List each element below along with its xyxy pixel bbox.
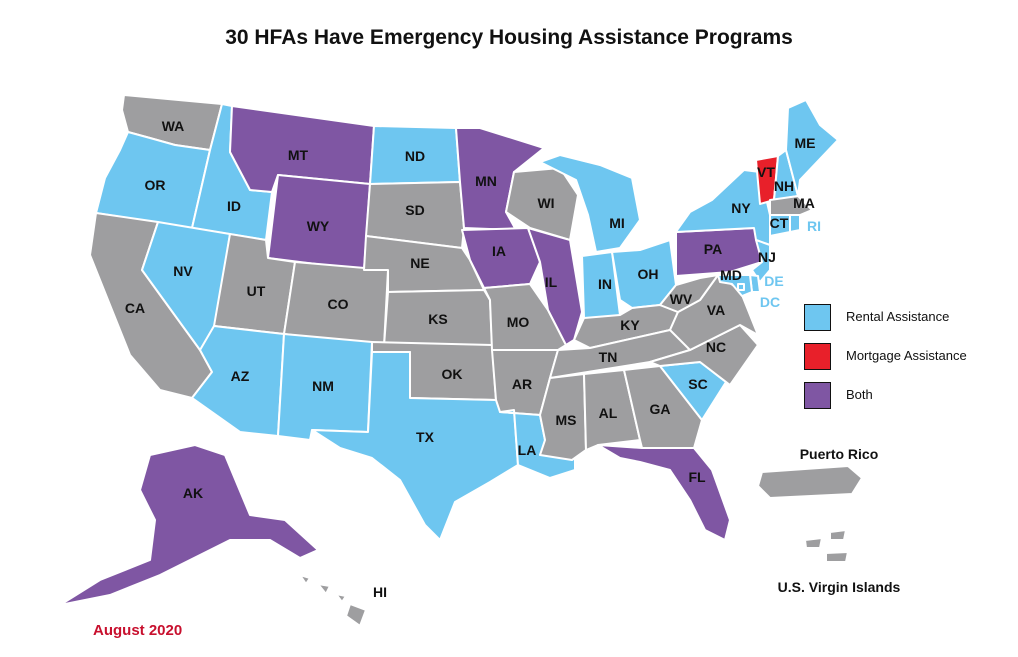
state-label-ME: ME: [795, 135, 816, 151]
state-MA: [769, 195, 813, 216]
state-label-UT: UT: [247, 283, 266, 299]
state-label-GA: GA: [650, 401, 671, 417]
state-label-LA: LA: [518, 442, 537, 458]
state-label-RI: RI: [807, 218, 821, 234]
state-label-WV: WV: [670, 291, 693, 307]
state-PR: [757, 465, 863, 499]
state-label-MT: MT: [288, 147, 309, 163]
state-label-OK: OK: [442, 366, 463, 382]
state-NJ: [751, 239, 771, 283]
state-label-AR: AR: [512, 376, 532, 392]
state-label-TN: TN: [599, 349, 618, 365]
state-label-ND: ND: [405, 148, 425, 164]
state-label-AL: AL: [599, 405, 618, 421]
state-label-WA: WA: [162, 118, 185, 134]
state-AL: [583, 369, 641, 451]
state-label-OH: OH: [638, 266, 659, 282]
label-virgin-islands: U.S. Virgin Islands: [778, 579, 901, 595]
state-labels: WA OR CA ID NV MT WY UT AZ CO NM ND SD N…: [125, 118, 821, 501]
state-label-CT: CT: [770, 215, 789, 231]
state-label-MS: MS: [556, 412, 577, 428]
state-label-WI: WI: [537, 195, 554, 211]
state-label-KS: KS: [428, 311, 447, 327]
legend-label-both: Both: [846, 387, 873, 402]
state-label-MD: MD: [720, 267, 742, 283]
state-HI: [299, 574, 367, 627]
state-label-MI: MI: [609, 215, 625, 231]
state-label-KY: KY: [620, 317, 640, 333]
date-label: August 2020: [93, 622, 183, 639]
state-label-NY: NY: [731, 200, 751, 216]
state-IL: [527, 227, 583, 346]
state-MO: [483, 283, 567, 351]
legend-swatch-rental: [804, 304, 831, 331]
state-label-NC: NC: [706, 339, 726, 355]
state-label-VT: VT: [757, 164, 775, 180]
state-label-NM: NM: [312, 378, 334, 394]
state-label-MN: MN: [475, 173, 497, 189]
label-hawaii: HI: [373, 584, 387, 600]
state-label-NH: NH: [774, 178, 794, 194]
state-label-NE: NE: [410, 255, 429, 271]
state-label-SC: SC: [688, 376, 707, 392]
state-label-TX: TX: [416, 429, 435, 445]
state-ME: [785, 99, 839, 197]
state-SD: [365, 181, 465, 249]
state-label-VA: VA: [707, 302, 725, 318]
state-label-PA: PA: [704, 241, 722, 257]
legend-label-rental: Rental Assistance: [846, 309, 950, 324]
state-label-AZ: AZ: [231, 368, 250, 384]
state-label-DC: DC: [760, 294, 780, 310]
legend-swatch-both: [804, 382, 831, 409]
state-label-FL: FL: [688, 469, 706, 485]
state-AK: [59, 444, 319, 606]
state-label-IA: IA: [492, 243, 506, 259]
state-DC: [737, 283, 745, 291]
state-TX: [311, 351, 519, 541]
state-MI: [539, 154, 641, 253]
state-label-MO: MO: [507, 314, 530, 330]
state-label-ID: ID: [227, 198, 241, 214]
state-label-CA: CA: [125, 300, 145, 316]
state-label-DE: DE: [764, 273, 783, 289]
state-label-SD: SD: [405, 202, 424, 218]
state-label-IL: IL: [545, 274, 558, 290]
state-label-MA: MA: [793, 195, 815, 211]
state-FL: [597, 444, 731, 541]
state-RI: [789, 214, 801, 233]
state-VI: [804, 529, 849, 563]
state-label-CO: CO: [328, 296, 349, 312]
state-shapes: [59, 94, 863, 627]
legend-label-mortgage: Mortgage Assistance: [846, 348, 967, 363]
state-label-AK: AK: [183, 485, 203, 501]
legend-swatch-mortgage: [804, 343, 831, 370]
map-title: 30 HFAs Have Emergency Housing Assistanc…: [225, 26, 793, 49]
state-label-NV: NV: [173, 263, 193, 279]
state-label-WY: WY: [307, 218, 330, 234]
state-label-NJ: NJ: [758, 249, 776, 265]
state-label-IN: IN: [598, 276, 612, 292]
label-puerto-rico: Puerto Rico: [800, 446, 879, 462]
state-label-OR: OR: [145, 177, 166, 193]
